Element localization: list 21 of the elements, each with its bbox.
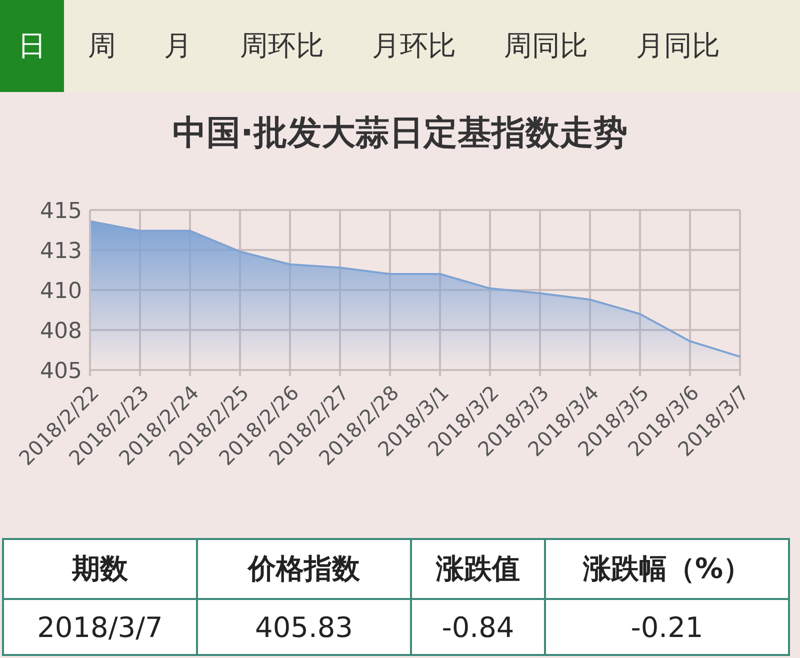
text: -0.21: [545, 599, 789, 655]
y-tick-label: 405: [40, 358, 82, 384]
y-tick-label: 410: [40, 278, 82, 304]
text: 涨跌值: [411, 539, 545, 599]
text: 月: [163, 28, 193, 64]
text: 价格指数: [197, 539, 411, 599]
text: 期数: [3, 539, 197, 599]
chart-title: 中国·批发大蒜日定基指数走势: [172, 112, 628, 155]
y-tick-label: 413: [40, 238, 82, 264]
text: 2018/3/7: [3, 599, 197, 655]
text: 日: [0, 0, 64, 92]
y-tick-label: 415: [40, 198, 82, 224]
text: 周环比: [239, 28, 325, 64]
text: 405.83: [197, 599, 411, 655]
y-tick-label: 408: [40, 318, 82, 344]
text: 周: [87, 28, 117, 64]
text: 周同比: [503, 28, 589, 64]
text: 月环比: [371, 28, 457, 64]
text: 月同比: [635, 28, 721, 64]
text: -0.84: [411, 599, 545, 655]
text: 涨跌幅（%）: [545, 539, 789, 599]
